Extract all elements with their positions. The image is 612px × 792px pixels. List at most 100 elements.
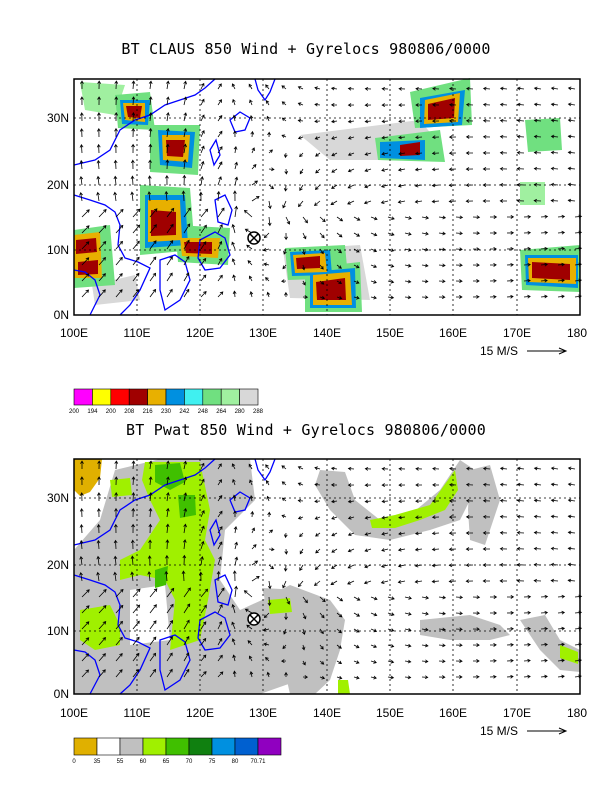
wind-vector — [234, 161, 238, 170]
wind-vector — [98, 225, 107, 234]
wind-vector — [314, 136, 321, 140]
wind-vector — [81, 209, 90, 218]
wind-vector — [281, 497, 287, 502]
wind-vector — [482, 199, 490, 203]
wind-vector — [550, 466, 559, 471]
wind-vector — [482, 531, 491, 535]
wind-vector — [448, 499, 457, 503]
wind-vector — [217, 510, 223, 518]
wind-vector — [114, 492, 119, 502]
wind-vector — [183, 143, 187, 154]
wind-vector — [249, 479, 253, 486]
wind-vector — [299, 564, 304, 571]
top-cloud-shading — [74, 78, 580, 312]
wind-vector — [499, 134, 508, 139]
wind-vector — [130, 191, 135, 202]
wind-vector — [131, 127, 136, 138]
wind-vector — [438, 643, 446, 648]
wind-vector — [381, 515, 389, 520]
wind-vector — [248, 83, 253, 90]
wind-vector — [381, 548, 389, 552]
wind-vector — [183, 587, 191, 598]
svg-text:170E: 170E — [503, 326, 531, 340]
wind-vector — [448, 547, 457, 552]
colorbar-label: 200 — [69, 409, 80, 415]
wind-vector — [282, 264, 287, 270]
wind-vector — [370, 628, 378, 633]
wind-vector — [200, 509, 205, 518]
wind-vector — [183, 239, 190, 250]
wind-vector — [438, 263, 446, 268]
colorbar-swatch — [202, 388, 222, 406]
wind-vector — [347, 483, 355, 487]
wind-vector — [438, 215, 447, 220]
wind-vector — [319, 596, 326, 603]
wind-vector — [217, 671, 224, 678]
wind-vector — [265, 277, 270, 282]
wind-vector — [347, 119, 355, 124]
wind-vector — [489, 294, 497, 299]
wind-vector — [387, 295, 395, 300]
wind-vector — [266, 495, 270, 502]
wind-vector — [297, 482, 304, 486]
wind-vector — [421, 295, 429, 300]
svg-text:15 M/S: 15 M/S — [480, 724, 518, 738]
colorbar-label: 288 — [253, 409, 264, 415]
wind-vector — [80, 460, 84, 469]
wind-vector — [148, 159, 152, 170]
wind-vector — [130, 159, 135, 170]
wind-vector — [132, 256, 140, 266]
wind-vector — [516, 118, 525, 123]
wind-vector — [268, 184, 274, 190]
wind-vector — [98, 637, 107, 646]
wind-vector — [533, 198, 542, 203]
wind-vector — [297, 498, 304, 503]
wind-vector — [301, 264, 306, 271]
wind-vector — [490, 231, 498, 235]
wind-vector — [550, 546, 559, 551]
wind-vector — [516, 198, 525, 203]
wind-vector — [557, 642, 565, 647]
svg-text:100E: 100E — [60, 706, 88, 720]
wind-vector — [540, 278, 548, 283]
wind-vector — [387, 279, 395, 284]
wind-vector — [415, 499, 423, 504]
wind-vector — [166, 587, 175, 598]
wind-vector — [472, 294, 480, 299]
wind-vector — [132, 588, 141, 598]
colorbar-label: 280 — [235, 409, 246, 415]
wind-vector — [557, 594, 566, 599]
wind-vector — [347, 168, 355, 173]
wind-vector — [131, 96, 136, 106]
wind-vector — [465, 135, 474, 139]
colorbar-label: 216 — [143, 409, 154, 415]
wind-vector — [79, 112, 84, 122]
wind-vector — [465, 515, 474, 519]
wind-vector — [217, 556, 222, 566]
wind-vector — [97, 112, 101, 122]
wind-vector — [482, 482, 491, 487]
wind-vector — [499, 183, 508, 187]
wind-vector — [533, 102, 542, 107]
wind-vector — [231, 223, 236, 234]
wind-vector — [319, 216, 326, 223]
wind-vector — [248, 463, 253, 470]
wind-vector — [217, 130, 223, 138]
wind-vector — [415, 103, 422, 107]
wind-vector — [297, 516, 304, 520]
wind-vector — [567, 182, 576, 187]
wind-vector — [319, 264, 324, 270]
wind-vector — [183, 507, 188, 518]
wind-vector — [132, 604, 141, 614]
svg-text:140E: 140E — [313, 706, 341, 720]
wind-vector — [381, 499, 389, 504]
wind-vector — [506, 215, 515, 219]
wind-vector — [465, 151, 473, 155]
wind-vector — [98, 653, 106, 662]
wind-vector — [319, 280, 325, 285]
wind-vector — [398, 103, 406, 107]
wind-vector — [79, 128, 84, 138]
wind-vector — [523, 294, 531, 299]
wind-vector — [115, 240, 124, 250]
wind-vector — [331, 499, 338, 504]
